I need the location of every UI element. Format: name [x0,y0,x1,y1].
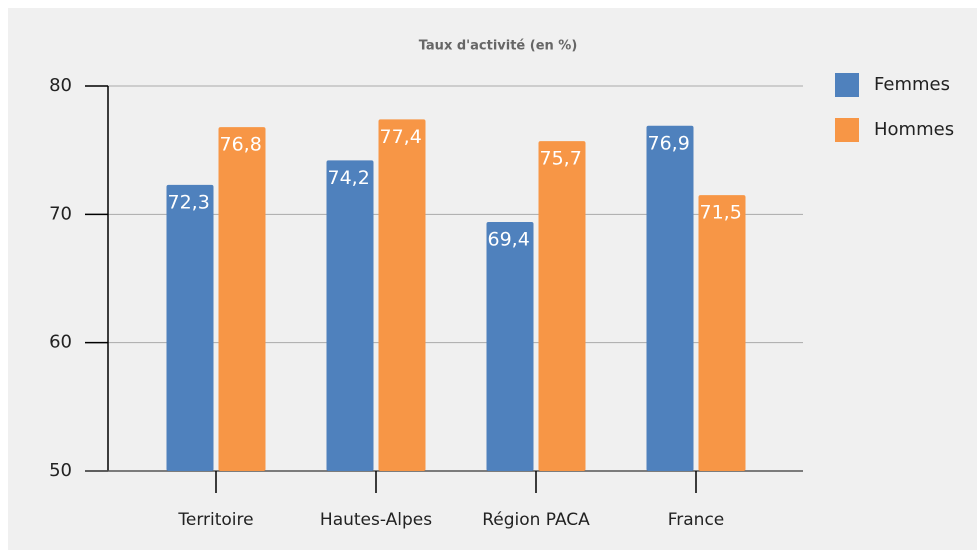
data-label: 69,4 [488,229,530,251]
bar [698,195,746,472]
y-tick-label: 50 [49,460,72,481]
legend-swatch [835,73,859,97]
y-tick-label: 60 [49,332,72,353]
bar [218,127,266,472]
bar [378,119,426,471]
bar [486,222,534,471]
data-label: 77,4 [380,126,422,148]
data-label: 74,2 [328,167,370,189]
data-label: 72,3 [168,191,210,213]
x-tick-label: Hautes-Alpes [320,510,432,530]
x-tick-label: Territoire [177,510,253,530]
x-tick-label: Région PACA [482,510,590,530]
y-tick-label: 80 [49,75,72,96]
bar [538,141,586,471]
y-tick-label: 70 [49,203,72,224]
data-label: 76,9 [648,132,690,154]
x-tick-label: France [668,510,725,530]
data-label: 71,5 [700,202,742,224]
bar [326,160,374,471]
data-label: 75,7 [540,148,582,170]
data-label: 76,8 [220,134,262,156]
bar [646,125,694,472]
legend-label: Hommes [874,119,954,140]
bar [166,184,214,472]
legend-swatch [835,118,859,142]
chart-title: Taux d'activité (en %) [419,39,578,54]
legend-label: Femmes [874,74,950,95]
